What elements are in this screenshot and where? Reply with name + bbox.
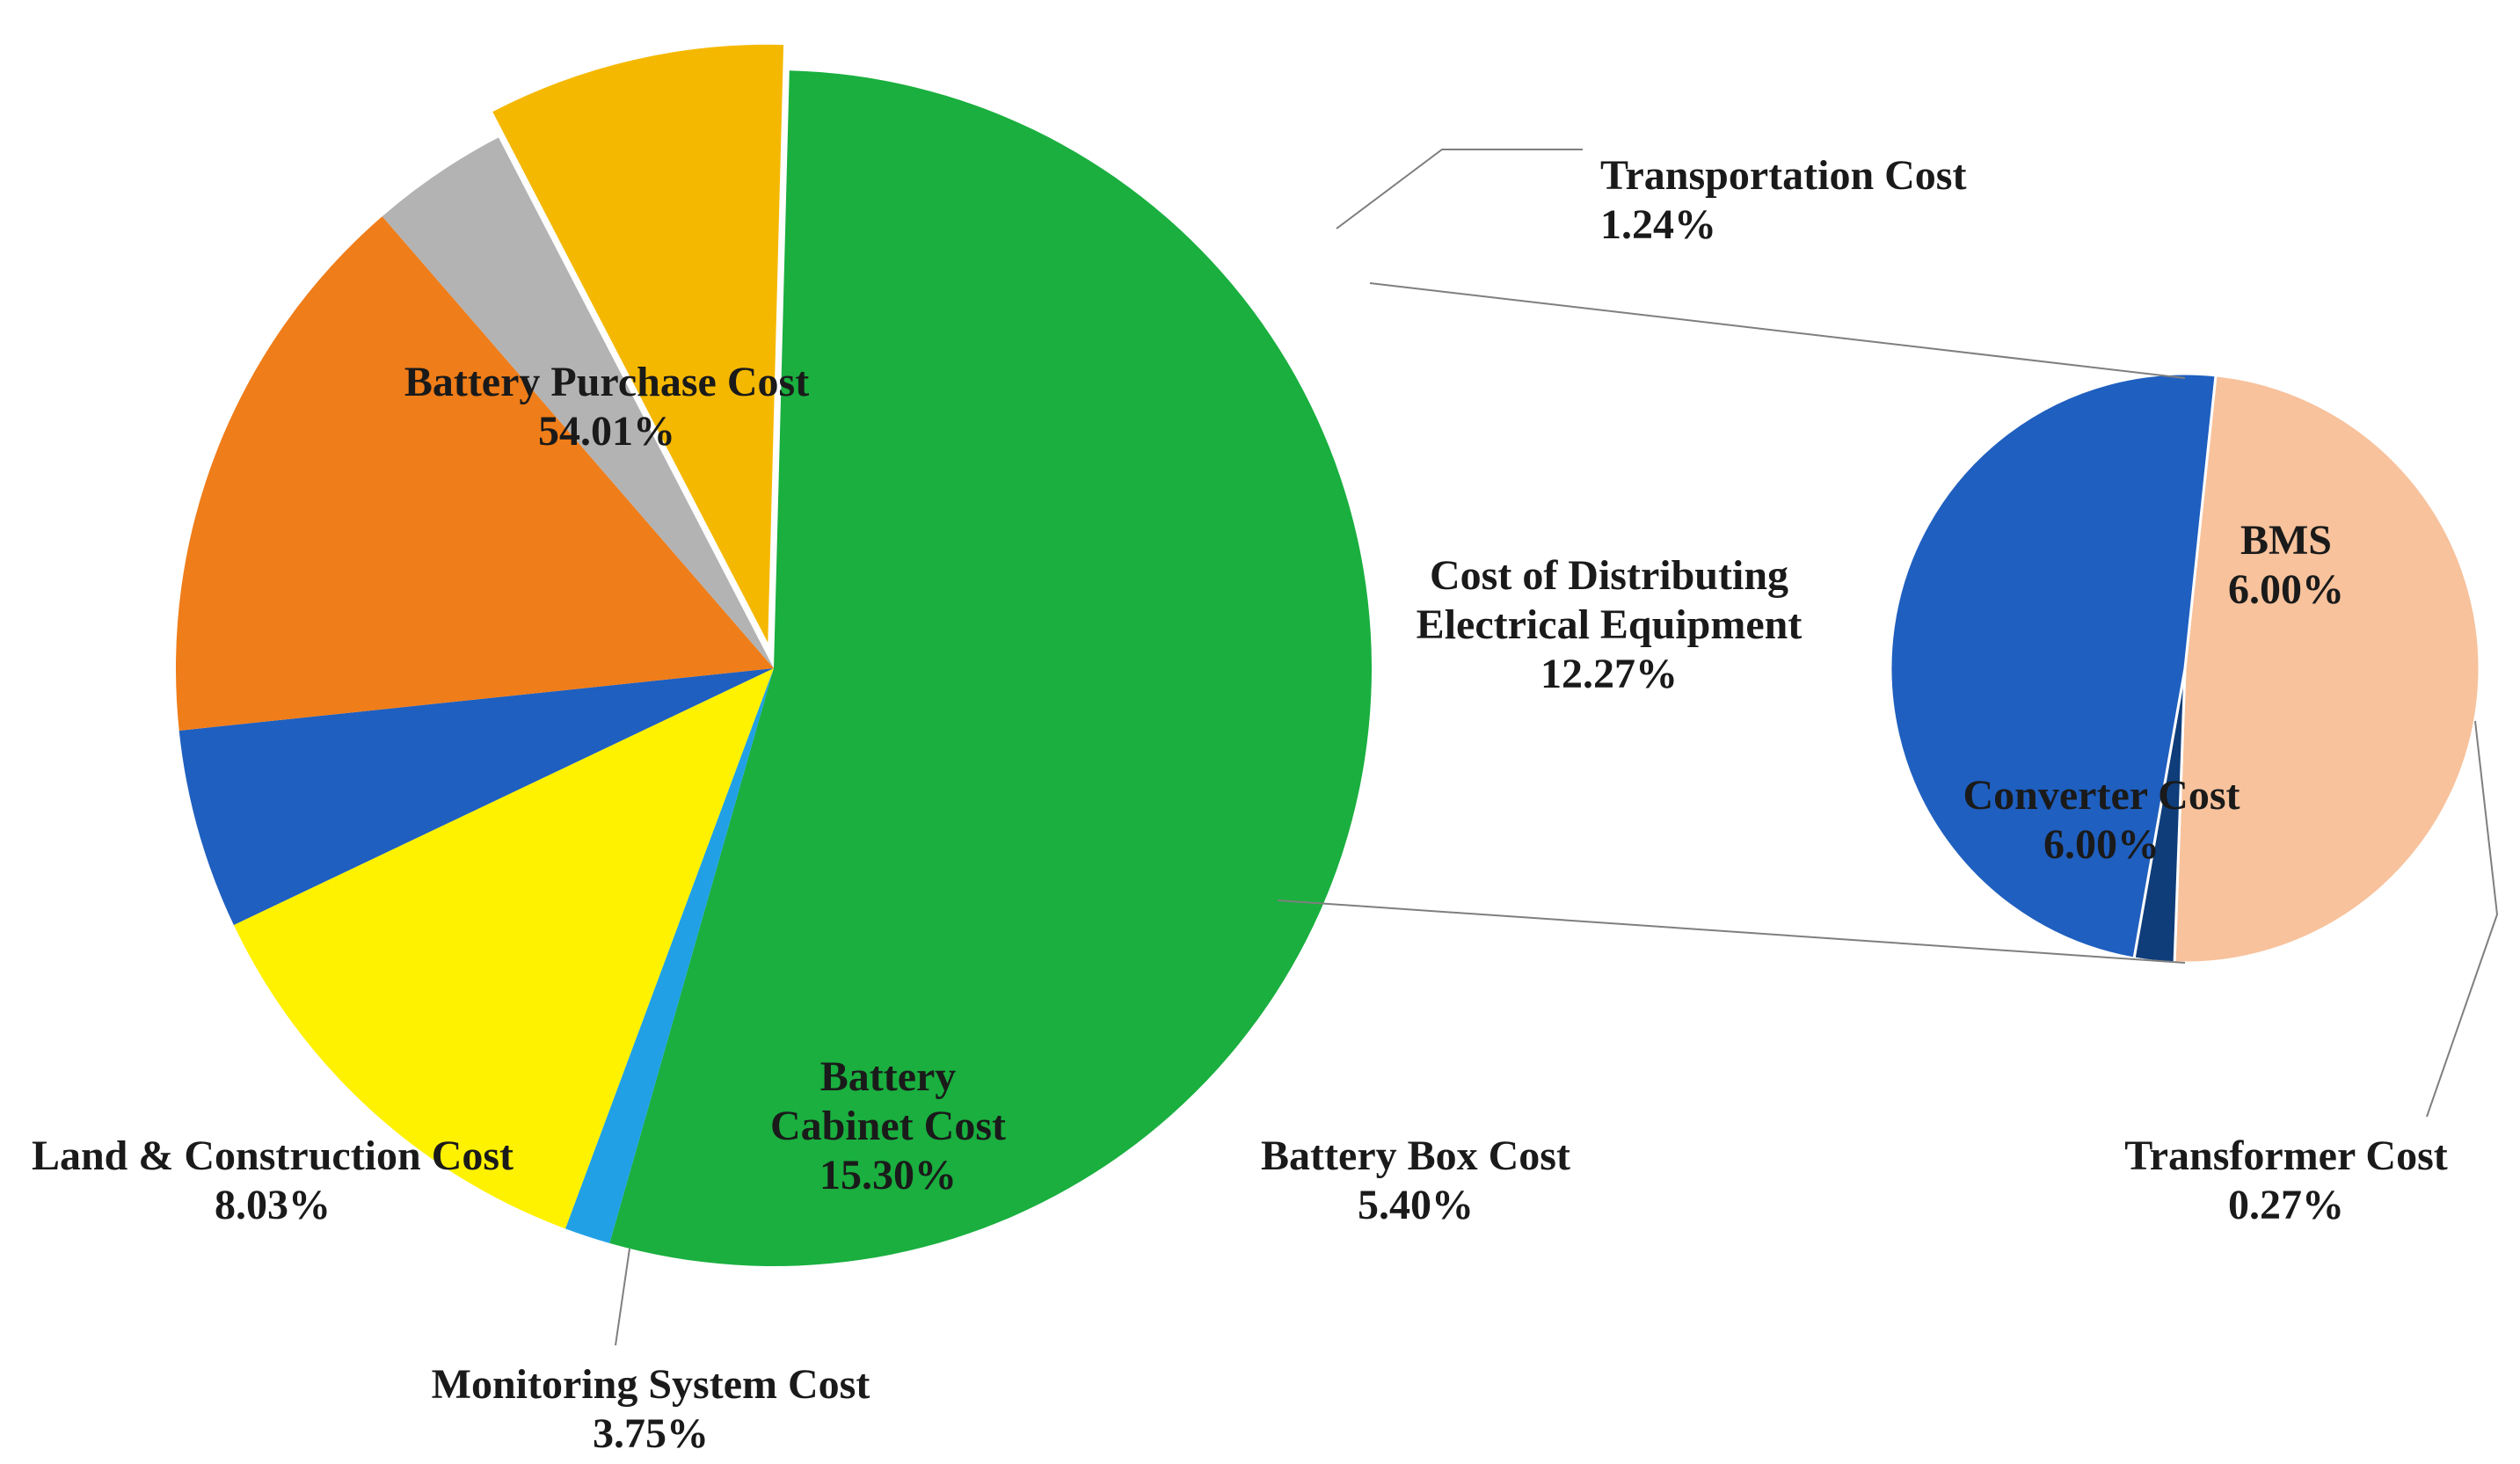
label-land_construction: Land & Construction Cost8.03% xyxy=(32,1133,513,1228)
label-transportation: Transportation Cost1.24% xyxy=(1600,152,1966,248)
breakout-pie xyxy=(1890,374,2480,963)
main-pie xyxy=(176,45,1372,1266)
slice-bms xyxy=(2174,375,2480,963)
label-distributing_equip: Cost of DistributingElectrical Equipment… xyxy=(1417,552,1803,697)
label-battery_box: Battery Box Cost5.40% xyxy=(1261,1133,1570,1228)
leader-line xyxy=(615,1249,630,1345)
cost-breakdown-chart: Battery Purchase Cost54.01%Transportatio… xyxy=(0,0,2520,1464)
leader-line xyxy=(1336,149,1583,229)
label-monitoring_system: Monitoring System Cost3.75% xyxy=(432,1361,870,1457)
label-transformer: Transformer Cost0.27% xyxy=(2124,1133,2447,1228)
leader-line xyxy=(1370,283,2185,378)
